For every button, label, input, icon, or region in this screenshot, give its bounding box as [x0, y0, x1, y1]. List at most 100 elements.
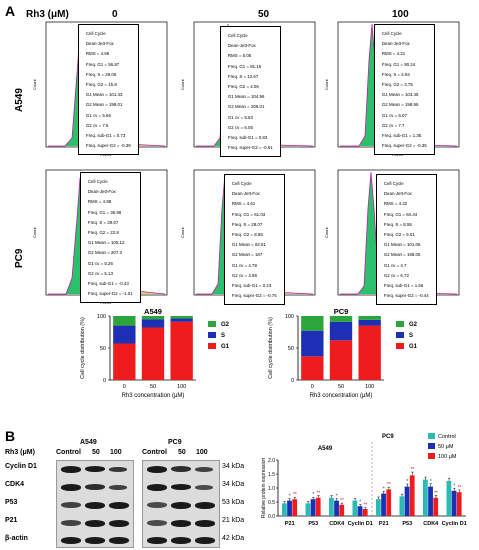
bar-segment-g2 [113, 316, 136, 326]
stat-line: Cell Cycle [87, 179, 108, 185]
bar-100-um [409, 475, 415, 516]
stat-line: Dean-Jett-Fox [231, 191, 260, 197]
stat-line: Freq. G2 = 3.75 [381, 82, 413, 88]
bar-segment-g1 [170, 321, 193, 380]
stat-line: G1 cv = 6.07 [381, 112, 407, 118]
legend-swatch-g1 [396, 343, 404, 349]
stat-line: Freq. G2 = 8.85 [231, 232, 263, 238]
lane-label-50-pc9: 50 [178, 449, 186, 456]
legend-label-g2: G2 [221, 322, 230, 328]
lane-label-control-a549: Control [56, 449, 81, 456]
legend-label: Control [438, 434, 456, 440]
significance-mark: ** [457, 485, 461, 491]
x-tick-label: 50 [338, 384, 344, 390]
bar-control [328, 497, 334, 516]
stat-line: G1 Mean = 105.12 [87, 240, 125, 246]
cellline-label-a549: A549 [80, 439, 97, 446]
legend-label: 50 μM [438, 444, 454, 450]
blot-band [85, 537, 105, 544]
stat-line: G1 cv = 5.26 [87, 260, 113, 266]
bar-100-um [386, 489, 392, 516]
stat-line: RMS = 4.61 [231, 201, 256, 207]
x-tick-label: 50 [150, 384, 156, 390]
blot-band [61, 484, 81, 491]
y-tick-label: 1.5 [268, 472, 275, 478]
blot-panel-a549 [56, 460, 134, 548]
stat-line: Freq. G1 = 56.87 [85, 61, 120, 67]
bar-segment-g1 [358, 325, 381, 380]
panel-letter-a: A [5, 3, 16, 19]
bar-segment-s [113, 325, 136, 344]
blot-band [147, 502, 167, 508]
bar-100-um [456, 492, 462, 516]
dose-label-0: 0 [112, 9, 118, 20]
bar-50-um [404, 486, 410, 516]
histogram-a549-50: FL2-A Count Cell Cycle Dean-Jett-Fox RMS… [178, 20, 317, 160]
y-tick-label: 100 [97, 314, 106, 320]
bar-segment-s [170, 318, 193, 322]
blot-band [195, 467, 213, 472]
x-tick-label: 100 [177, 384, 186, 390]
treatment-label-b: Rh3 (μM) [5, 449, 35, 456]
stat-line: Freq. S = 29.06 [85, 71, 117, 77]
legend-label-s: S [409, 333, 413, 339]
blot-band [109, 520, 129, 527]
bar-segment-g1 [301, 356, 324, 380]
bar-50-um [334, 500, 339, 516]
blot-band [195, 537, 215, 544]
stat-line: Cell Cycle [227, 33, 248, 39]
x-tick-label: 100 [365, 384, 374, 390]
y-tick-label: 0.0 [268, 514, 275, 520]
blot-band [109, 537, 129, 544]
lane-label-control-pc9: Control [142, 449, 167, 456]
stat-line: Freq. G2 = 22.8 [87, 230, 119, 236]
stat-line: G2 cv = 5.13 [87, 270, 113, 276]
protein-label-cdk4: CDK4 [5, 481, 25, 488]
stat-box: Cell Cycle Dean-Jett-Fox RMS = 4.21 Freq… [374, 24, 435, 156]
axis-count-label: Count [324, 78, 329, 90]
significance-mark: * [359, 500, 361, 506]
blot-band [147, 537, 167, 544]
blot-band [147, 484, 167, 491]
legend-swatch-s [208, 332, 216, 338]
y-axis-label: Relative protein expression [261, 458, 267, 519]
stat-box: Cell Cycle Dean-Jett-Fox RMS = 4.66 Freq… [78, 24, 139, 156]
significance-mark: * [312, 492, 314, 498]
legend-label: 100 μM [438, 454, 457, 460]
stat-line: G1 Mean = 103.45 [381, 92, 419, 98]
blot-band [195, 485, 213, 490]
stat-line: Freq. super-G2 = -0.39 [85, 143, 131, 149]
x-tick-label: P21 [285, 521, 295, 527]
stacked-bar-chart-a549: A549 0 50 100 0 50 100 Rh3 concentration (μM) Ce… [80, 308, 230, 399]
blot-band [147, 520, 167, 526]
blot-band [85, 520, 105, 527]
x-tick-label: 0 [311, 384, 314, 390]
x-axis-label: Rh3 concentration (μM) [310, 393, 373, 399]
bar-segment-g2 [170, 316, 193, 319]
lane-label-100-pc9: 100 [196, 449, 208, 456]
legend-label-s: S [221, 333, 225, 339]
stat-line: RMS = 4.21 [381, 51, 406, 57]
x-tick-label: Cyclin D1 [442, 521, 467, 527]
stat-line: G2 cv = 6.05 [227, 124, 253, 130]
stat-line: Dean-Jett-Fox [227, 43, 256, 49]
y-tick-label: 0 [103, 378, 106, 384]
blot-band [171, 502, 191, 509]
dose-label-100: 100 [392, 9, 409, 20]
stat-line: Freq. super-G2 = -0.35 [381, 143, 427, 149]
blot-band [171, 520, 191, 527]
stat-line: G2 cv = 7.5 [85, 122, 109, 128]
group-label-a549: A549 [318, 446, 333, 452]
cellline-label-pc9: PC9 [168, 439, 182, 446]
chart-title: PC9 [334, 308, 349, 316]
protein-label-beta-actin: β-actin [5, 535, 28, 542]
bar-100-um [315, 497, 321, 516]
stat-line: Freq. sub-G1 = 0.73 [85, 132, 126, 138]
x-tick-label: P21 [379, 521, 389, 527]
significance-mark: ** [410, 467, 414, 473]
blot-band [61, 537, 81, 544]
significance-mark: ** [316, 491, 320, 497]
x-tick-label: P53 [402, 521, 412, 527]
bar-50-um [287, 500, 292, 516]
bar-segment-s [329, 321, 353, 341]
